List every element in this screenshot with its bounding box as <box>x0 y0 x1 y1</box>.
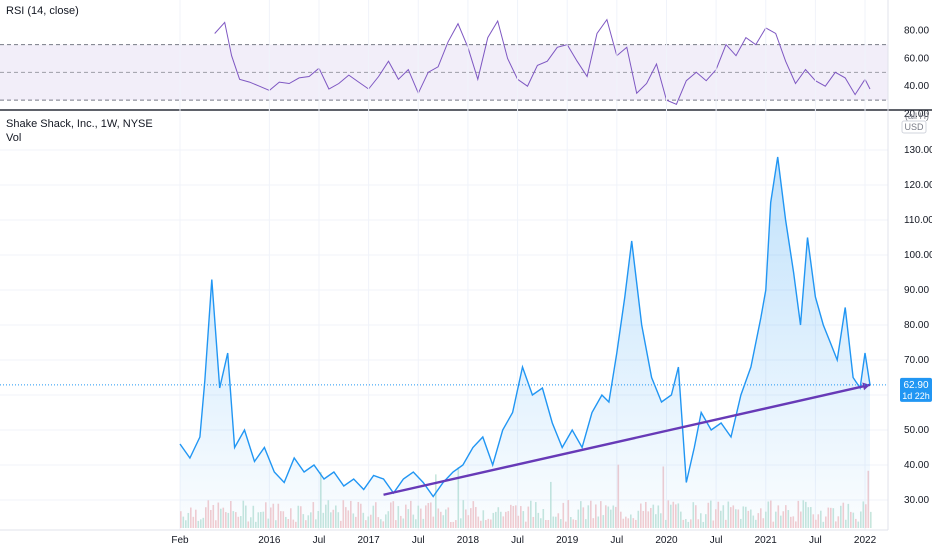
time-tick-label: Jul <box>313 535 326 546</box>
price-tick-label: 130.00 <box>904 145 932 156</box>
price-series-line <box>179 156 871 498</box>
rsi-tick-label: 40.00 <box>904 81 929 92</box>
time-tick-label: 2018 <box>457 535 480 546</box>
price-axis[interactable]: 130.00 120.00 110.00 100.00 90.00 80.00 70.00 6… <box>904 145 932 506</box>
price-tick-label: 40.00 <box>904 460 929 471</box>
price-tick-label: 120.00 <box>904 180 932 191</box>
time-tick-label: Jul <box>610 535 623 546</box>
rsi-tick-label: 60.00 <box>904 53 929 64</box>
price-tick-label: 70.00 <box>904 355 929 366</box>
time-tick-label: 2017 <box>358 535 381 546</box>
currency-badge[interactable] <box>901 120 927 134</box>
time-tick-label: 2021 <box>755 535 778 546</box>
time-tick-label: 2020 <box>655 535 678 546</box>
symbol-title[interactable]: Shake Shack, Inc., 1W, NYSE <box>6 118 153 130</box>
rsi-tick-label: 20.00 <box>904 109 929 120</box>
time-axis[interactable]: Feb 2016 Jul 2017 Jul 2018 Jul 2019 Jul 2020 Jul 20… <box>171 535 876 546</box>
last-price-badge: 62.90 1d 22h <box>900 377 932 402</box>
volume-label[interactable]: Vol <box>6 132 21 144</box>
price-grid <box>0 0 888 530</box>
volume-bar <box>870 511 872 528</box>
price-tick-label: 110.00 <box>904 215 932 226</box>
rsi-axis: 80.00 60.00 40.00 20.00 <box>904 26 929 120</box>
price-tick-label: 30.00 <box>904 495 929 506</box>
time-tick-label: Jul <box>710 535 723 546</box>
price-tick-label: 80.00 <box>904 320 929 331</box>
price-area-fill <box>180 157 870 528</box>
rsi-panel[interactable]: RSI (14, close) 80.00 60.00 40.00 20.00 <box>0 5 929 120</box>
price-tick-label: 100.00 <box>904 250 932 261</box>
time-tick-label: 2019 <box>556 535 579 546</box>
time-tick-label: Jul <box>809 535 822 546</box>
time-tick-label: Feb <box>171 535 189 546</box>
time-tick-label: 2016 <box>258 535 281 546</box>
time-tick-label: Jul <box>412 535 425 546</box>
last-price-value: 62.90 <box>903 380 928 391</box>
rsi-series-line <box>214 18 871 105</box>
time-tick-label: Jul <box>511 535 524 546</box>
currency-label: USD <box>904 122 924 132</box>
price-panel[interactable]: Shake Shack, Inc., 1W, NYSE Vol 130.00 12… <box>0 0 932 530</box>
price-tick-label: 90.00 <box>904 285 929 296</box>
time-tick-label: 2022 <box>854 535 877 546</box>
rsi-tick-label: 80.00 <box>904 26 929 37</box>
scale-mode-label[interactable]: (all H) <box>905 111 929 121</box>
rsi-title: RSI (14, close) <box>6 5 79 17</box>
price-tick-label: 50.00 <box>904 425 929 436</box>
trend-line-drawing[interactable] <box>383 383 871 496</box>
bar-countdown: 1d 22h <box>902 391 930 401</box>
